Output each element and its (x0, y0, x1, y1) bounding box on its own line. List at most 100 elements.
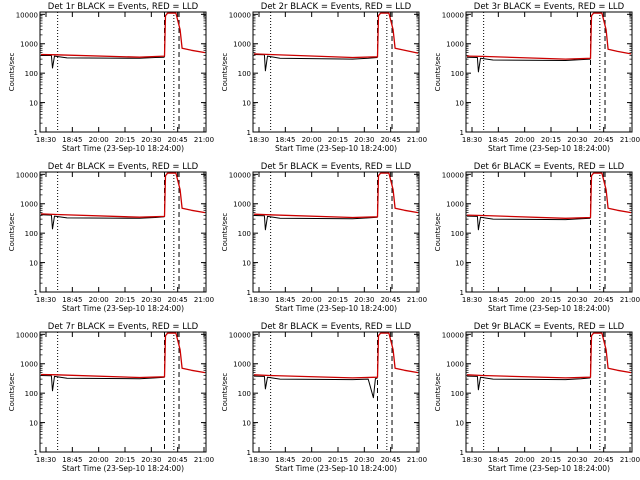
y-tick-label: 1 (34, 449, 38, 457)
y-tick-label: 10000 (16, 171, 38, 179)
chart-panel-9: Det 9r BLACK = Events, RED = LLD 1 10 100 10… (434, 322, 640, 473)
y-tick-label: 1 (460, 449, 464, 457)
x-tick-label: 20:30 (567, 456, 587, 464)
y-tick-label: 1 (247, 129, 251, 137)
chart-panel-5: Det 5r BLACK = Events, RED = LLD 1 10 100 10… (221, 162, 427, 313)
series-lld-line (466, 12, 632, 60)
series-lld-line (253, 12, 419, 59)
y-tick-label: 100 (238, 70, 251, 78)
x-axis-label: Start Time (23-Sep-10 18:24:00) (62, 464, 184, 473)
y-axis-label: Counts/sec (8, 213, 16, 252)
series-lld-line (253, 332, 419, 379)
x-tick-label: 20:30 (567, 136, 587, 144)
chart-panel-1: Det 1r BLACK = Events, RED = LLD 1 10 100 10… (8, 2, 214, 153)
x-tick-label: 20:15 (328, 136, 348, 144)
x-tick-label: 20:45 (381, 296, 401, 304)
x-tick-label: 18:30 (462, 136, 482, 144)
y-tick-label: 1000 (446, 201, 464, 209)
y-tick-label: 100 (238, 390, 251, 398)
y-tick-label: 10 (455, 420, 464, 428)
y-tick-label: 10 (29, 100, 38, 108)
series-lld-line (466, 332, 632, 379)
x-tick-label: 20:00 (302, 296, 322, 304)
plot-frame (252, 11, 420, 133)
chart-panel-4: Det 4r BLACK = Events, RED = LLD 1 10 100 10… (8, 162, 214, 313)
x-tick-label: 20:15 (541, 136, 561, 144)
x-tick-label: 20:45 (594, 456, 614, 464)
chart-panel-8: Det 8r BLACK = Events, RED = LLD 1 10 100 10… (221, 322, 427, 473)
y-tick-label: 100 (25, 70, 38, 78)
series-events-line (253, 215, 378, 231)
chart-title: Det 4r BLACK = Events, RED = LLD (48, 162, 199, 172)
x-tick-label: 18:30 (36, 456, 56, 464)
y-tick-label: 1000 (20, 41, 38, 49)
y-tick-label: 10 (242, 100, 251, 108)
y-tick-label: 100 (25, 230, 38, 238)
chart-panel-7: Det 7r BLACK = Events, RED = LLD 1 10 100 10… (8, 322, 214, 473)
chart-title: Det 1r BLACK = Events, RED = LLD (48, 2, 199, 12)
chart-title: Det 5r BLACK = Events, RED = LLD (261, 162, 412, 172)
x-axis-label: Start Time (23-Sep-10 18:24:00) (275, 464, 397, 473)
y-axis-label: Counts/sec (8, 373, 16, 412)
x-axis-label: Start Time (23-Sep-10 18:24:00) (275, 304, 397, 313)
x-axis-label: Start Time (23-Sep-10 18:24:00) (275, 144, 397, 153)
chart-panel-2: Det 2r BLACK = Events, RED = LLD 1 10 100 10… (221, 2, 427, 153)
y-tick-label: 10000 (442, 171, 464, 179)
x-tick-label: 20:15 (115, 136, 135, 144)
x-tick-label: 20:15 (541, 296, 561, 304)
y-axis-label: Counts/sec (221, 213, 229, 252)
chart-panel-3: Det 3r BLACK = Events, RED = LLD 1 10 100 10… (434, 2, 640, 153)
x-axis-label: Start Time (23-Sep-10 18:24:00) (62, 304, 184, 313)
y-tick-label: 1 (247, 289, 251, 297)
x-tick-label: 20:45 (381, 136, 401, 144)
x-tick-label: 20:00 (515, 296, 535, 304)
x-tick-label: 20:30 (141, 136, 161, 144)
x-tick-label: 21:00 (407, 296, 427, 304)
x-tick-label: 20:30 (354, 296, 374, 304)
series-events-line (253, 375, 378, 399)
x-tick-label: 18:30 (36, 296, 56, 304)
y-tick-label: 10 (29, 260, 38, 268)
y-tick-label: 10 (29, 420, 38, 428)
x-tick-label: 21:00 (194, 296, 214, 304)
plot-frame (39, 171, 207, 293)
x-tick-label: 18:45 (275, 296, 295, 304)
y-axis-label: Counts/sec (221, 53, 229, 92)
x-tick-label: 21:00 (407, 456, 427, 464)
x-tick-label: 20:00 (89, 296, 109, 304)
x-tick-label: 20:15 (541, 456, 561, 464)
y-tick-label: 1000 (20, 201, 38, 209)
y-tick-label: 10000 (229, 171, 251, 179)
series-events-line (466, 56, 591, 73)
x-tick-label: 18:45 (488, 456, 508, 464)
x-tick-label: 18:45 (275, 136, 295, 144)
x-tick-label: 18:30 (36, 136, 56, 144)
plot-frame (39, 331, 207, 453)
y-axis-label: Counts/sec (8, 53, 16, 92)
plot-frame (39, 11, 207, 133)
chart-title: Det 3r BLACK = Events, RED = LLD (474, 2, 625, 12)
x-tick-label: 18:30 (462, 456, 482, 464)
y-tick-label: 100 (238, 230, 251, 238)
y-tick-label: 1000 (446, 41, 464, 49)
y-tick-label: 1000 (233, 201, 251, 209)
y-tick-label: 1 (247, 449, 251, 457)
y-tick-label: 1 (34, 289, 38, 297)
y-axis-label: Counts/sec (434, 373, 442, 412)
series-lld-line (40, 12, 206, 58)
y-tick-label: 100 (451, 70, 464, 78)
x-tick-label: 20:00 (515, 456, 535, 464)
chart-title: Det 2r BLACK = Events, RED = LLD (261, 2, 412, 12)
x-tick-label: 21:00 (194, 456, 214, 464)
y-tick-label: 10000 (442, 11, 464, 19)
y-tick-label: 10000 (442, 331, 464, 339)
chart-panel-6: Det 6r BLACK = Events, RED = LLD 1 10 100 10… (434, 162, 640, 313)
y-tick-label: 1000 (446, 361, 464, 369)
x-tick-label: 20:45 (168, 136, 188, 144)
x-tick-label: 18:45 (275, 456, 295, 464)
x-tick-label: 18:45 (488, 296, 508, 304)
x-tick-label: 20:30 (141, 296, 161, 304)
x-tick-label: 20:00 (89, 456, 109, 464)
x-tick-label: 20:00 (89, 136, 109, 144)
